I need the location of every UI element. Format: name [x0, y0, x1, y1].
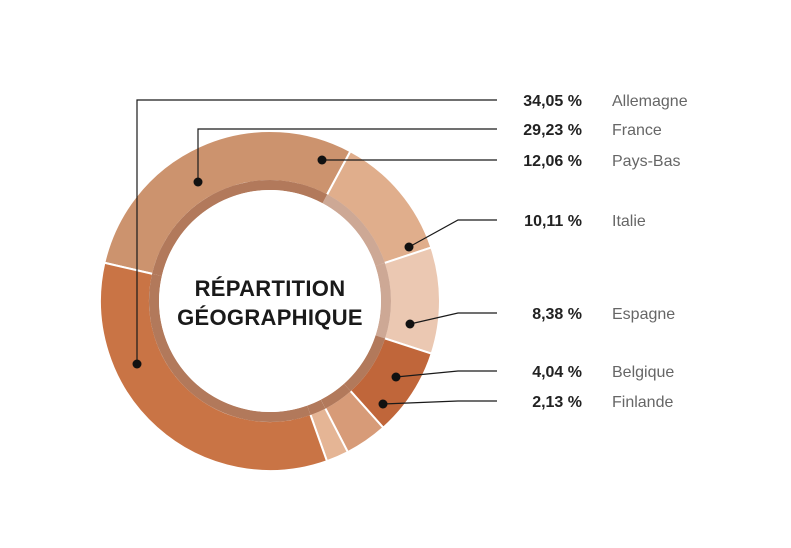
leader-dot-finlande: [378, 399, 388, 409]
slice-labels: 34,05 % Allemagne 29,23 % France 12,06 % Pays…: [523, 93, 687, 411]
category-label-allemagne: Allemagne: [612, 93, 688, 110]
value-label-finlande: 2,13 %: [532, 394, 582, 411]
value-label-espagne: 8,38 %: [532, 306, 582, 323]
value-label-belgique: 4,04 %: [532, 364, 582, 381]
category-label-italie: Italie: [612, 213, 646, 230]
leader-lines: [132, 99, 497, 409]
category-label-france: France: [612, 122, 662, 139]
donut-hole: [159, 190, 381, 412]
category-label-finlande: Finlande: [612, 394, 673, 411]
leader-dot-allemagne: [132, 359, 142, 369]
leader-dot-italie: [404, 242, 414, 252]
leader-dot-france: [193, 177, 203, 187]
leader-line-espagne: [409, 312, 497, 325]
value-label-italie: 10,11 %: [524, 213, 582, 230]
chart-title-line-2: GÉOGRAPHIQUE: [177, 305, 363, 330]
leader-dot-espagne: [405, 319, 415, 329]
leader-line-finlande: [382, 400, 497, 405]
leader-line-france: [197, 128, 497, 182]
inner-ring-segment-belgique: [320, 383, 351, 409]
inner-ring: [148, 179, 391, 422]
inner-ring-segment-france: [152, 179, 328, 277]
category-label-espagne: Espagne: [612, 306, 675, 323]
inner-ring-segment-italie: [375, 262, 391, 339]
leader-line-italie: [408, 219, 497, 248]
category-label-belgique: Belgique: [612, 364, 674, 381]
value-label-france: 29,23 %: [523, 122, 582, 139]
leader-dot-belgique: [391, 372, 401, 382]
leader-line-allemagne: [136, 99, 497, 364]
inner-ring-segment-finlande: [307, 399, 326, 415]
inner-ring-segment-allemagne: [148, 273, 311, 422]
inner-ring-segment-espagne: [343, 335, 386, 392]
chart-title-line-1: RÉPARTITION: [195, 276, 346, 301]
slice-italie: [382, 246, 441, 355]
value-label-allemagne: 34,05 %: [523, 93, 582, 110]
inner-ring-segment-pays-bas: [322, 194, 385, 267]
category-label-pays-bas: Pays-Bas: [612, 153, 680, 170]
value-label-pays-bas: 12,06 %: [523, 153, 582, 170]
leader-dot-pays-bas: [317, 155, 327, 165]
leader-line-belgique: [395, 370, 497, 378]
